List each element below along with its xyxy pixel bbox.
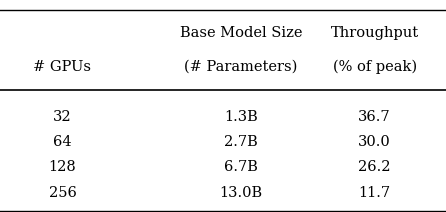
Text: 13.0B: 13.0B — [219, 186, 262, 200]
Text: (% of peak): (% of peak) — [333, 60, 417, 74]
Text: 1.3B: 1.3B — [224, 110, 258, 124]
Text: 2.7B: 2.7B — [224, 135, 258, 149]
Text: Throughput: Throughput — [330, 26, 419, 40]
Text: 11.7: 11.7 — [359, 186, 391, 200]
Text: 256: 256 — [49, 186, 76, 200]
Text: 128: 128 — [49, 160, 76, 174]
Text: # GPUs: # GPUs — [33, 60, 91, 74]
Text: (# Parameters): (# Parameters) — [184, 60, 297, 74]
Text: 26.2: 26.2 — [359, 160, 391, 174]
Text: 30.0: 30.0 — [358, 135, 391, 149]
Text: 64: 64 — [53, 135, 72, 149]
Text: 32: 32 — [53, 110, 72, 124]
Text: 6.7B: 6.7B — [224, 160, 258, 174]
Text: 36.7: 36.7 — [358, 110, 391, 124]
Text: Base Model Size: Base Model Size — [180, 26, 302, 40]
